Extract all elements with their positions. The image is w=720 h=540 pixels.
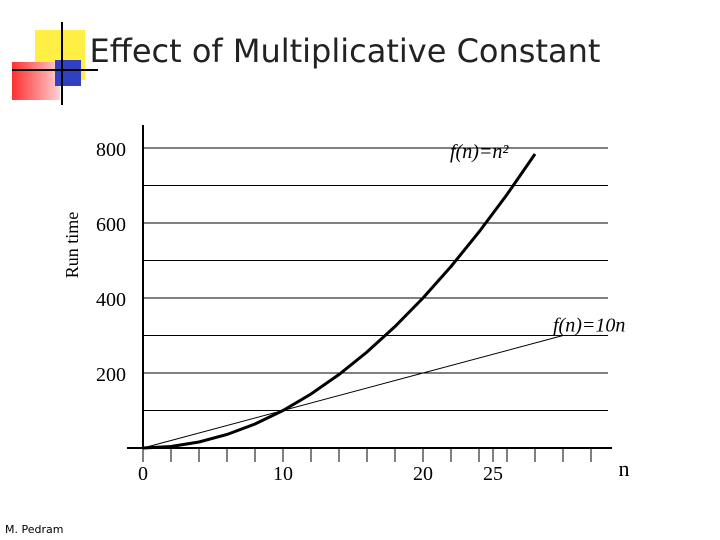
line-series: [142, 153, 537, 450]
y-axis-label: Run time: [62, 212, 82, 279]
x-tick-label: 0: [138, 463, 148, 485]
footer: M. Pedram: [5, 523, 63, 536]
y-tick-label: 800: [96, 139, 126, 161]
x-tick-label: 10: [273, 463, 293, 485]
series-label: f(n)=10n: [553, 315, 625, 337]
decoration: [12, 22, 98, 105]
slide-title: Effect of Multiplicative Constant: [90, 32, 601, 70]
series-label: f(n)=n²: [450, 141, 509, 163]
x-tick-label: 25: [483, 463, 503, 485]
x-tick-label: 20: [413, 463, 433, 485]
x-axis-label: n: [619, 456, 630, 481]
y-tick-label: 600: [96, 214, 126, 236]
line-series: [142, 335, 564, 449]
y-tick-label: 200: [96, 364, 126, 386]
y-tick-label: 400: [96, 289, 126, 311]
